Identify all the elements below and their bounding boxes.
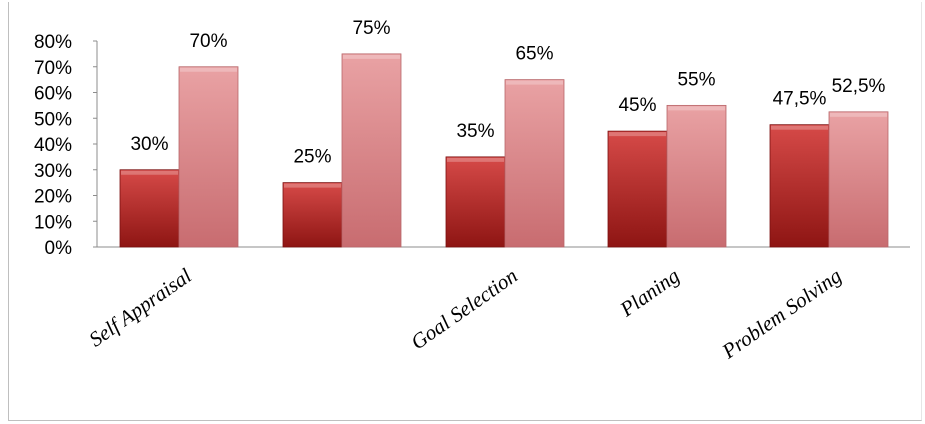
data-label-series1-cat2: 25%	[293, 147, 331, 168]
y-tick-label: 40%	[34, 135, 72, 156]
data-label-series1-cat1: 30%	[130, 134, 168, 155]
category-label-4: Planing	[615, 263, 684, 321]
data-label-series2-cat1: 70%	[189, 31, 227, 52]
data-label-series2-cat5: 52,5%	[832, 76, 886, 97]
data-label-series1-cat4: 45%	[618, 95, 656, 116]
bar-series2-cat5	[828, 111, 889, 248]
bar-series1-cat1	[119, 169, 180, 248]
bar-highlight	[609, 132, 666, 137]
bar-highlight	[121, 170, 178, 175]
category-label-1: Self Appraisal	[84, 263, 196, 351]
bars	[119, 53, 889, 248]
data-label-series1-cat3: 35%	[456, 121, 494, 142]
y-tick-label: 80%	[34, 32, 72, 53]
bar-highlight	[180, 67, 237, 72]
bar-series1-cat2	[282, 182, 343, 248]
bar-series1-cat3	[445, 156, 506, 248]
bar-series2-cat1	[178, 66, 239, 248]
bar-series1-cat5	[769, 124, 830, 248]
y-tick-label: 50%	[34, 109, 72, 130]
bar-series2-cat2	[341, 53, 402, 248]
bar-highlight	[343, 54, 400, 59]
category-label-3: Goal Selection	[406, 263, 522, 354]
bar-highlight	[506, 80, 563, 85]
bar-highlight	[668, 106, 725, 111]
category-label-5: Problem Solving	[717, 263, 846, 363]
bar-highlight	[447, 157, 504, 162]
data-labels: 30% 70% 25% 75% 35% 65% 45% 55% 47,5%52,5%	[130, 18, 885, 168]
y-tick-label: 20%	[34, 187, 72, 208]
category-labels: Self Appraisal Goal Selection Planing Probl…	[84, 263, 845, 364]
y-tick-label: 30%	[34, 161, 72, 182]
y-tick-label: 0%	[45, 238, 73, 259]
data-label-series2-cat3: 65%	[515, 44, 553, 65]
bar-series2-cat3	[504, 79, 565, 248]
data-label-series2-cat4: 55%	[677, 69, 715, 90]
bar-highlight	[771, 125, 828, 130]
bar-series2-cat4	[666, 104, 727, 248]
data-label-series2-cat2: 75%	[352, 18, 390, 39]
data-label-series1-cat5: 47,5%	[773, 89, 827, 110]
bar-highlight	[830, 112, 887, 117]
y-tick-label: 70%	[34, 58, 72, 79]
y-tick-label: 60%	[34, 84, 72, 105]
y-tick-label: 10%	[34, 212, 72, 233]
bar-highlight	[284, 183, 341, 188]
bar-series1-cat4	[607, 130, 668, 248]
